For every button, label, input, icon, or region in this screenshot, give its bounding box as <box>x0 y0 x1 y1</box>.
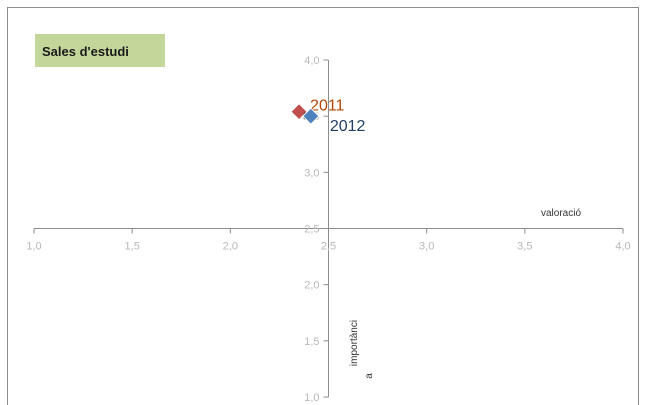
axes <box>33 59 624 398</box>
data-points: 3,520112012 <box>290 98 366 135</box>
tick-labels: 1,01,52,02,53,03,54,01,01,52,02,53,03,54… <box>26 55 630 404</box>
chart-border <box>7 7 639 405</box>
y-axis-title-line-1: importànci <box>349 320 360 366</box>
y-tick-label: 1,0 <box>304 392 319 404</box>
y-tick-label: 3,0 <box>304 167 319 179</box>
y-tick-label: 2,0 <box>304 280 319 292</box>
series-label-2011: 2011 <box>310 98 345 115</box>
y-tick-label: 2,5 <box>304 224 319 236</box>
x-tick-label: 4,0 <box>615 241 630 253</box>
y-tick-label: 1,5 <box>304 336 319 348</box>
x-tick-label: 2,5 <box>321 241 336 253</box>
series-label-2012: 2012 <box>330 118 366 135</box>
x-tick-label: 1,5 <box>125 241 140 253</box>
x-tick-label: 1,0 <box>26 241 41 253</box>
chart-title: Sales d'estudi <box>42 44 129 59</box>
x-axis-title: valoració <box>541 208 581 219</box>
chart-title-box <box>35 34 165 67</box>
x-tick-label: 3,5 <box>517 241 532 253</box>
x-tick-label: 3,0 <box>419 241 434 253</box>
data-point-2012 <box>302 107 320 125</box>
y-tick-label: 4,0 <box>304 55 319 67</box>
y-axis-title-line-2: a <box>364 373 375 379</box>
x-tick-label: 2,0 <box>223 241 238 253</box>
